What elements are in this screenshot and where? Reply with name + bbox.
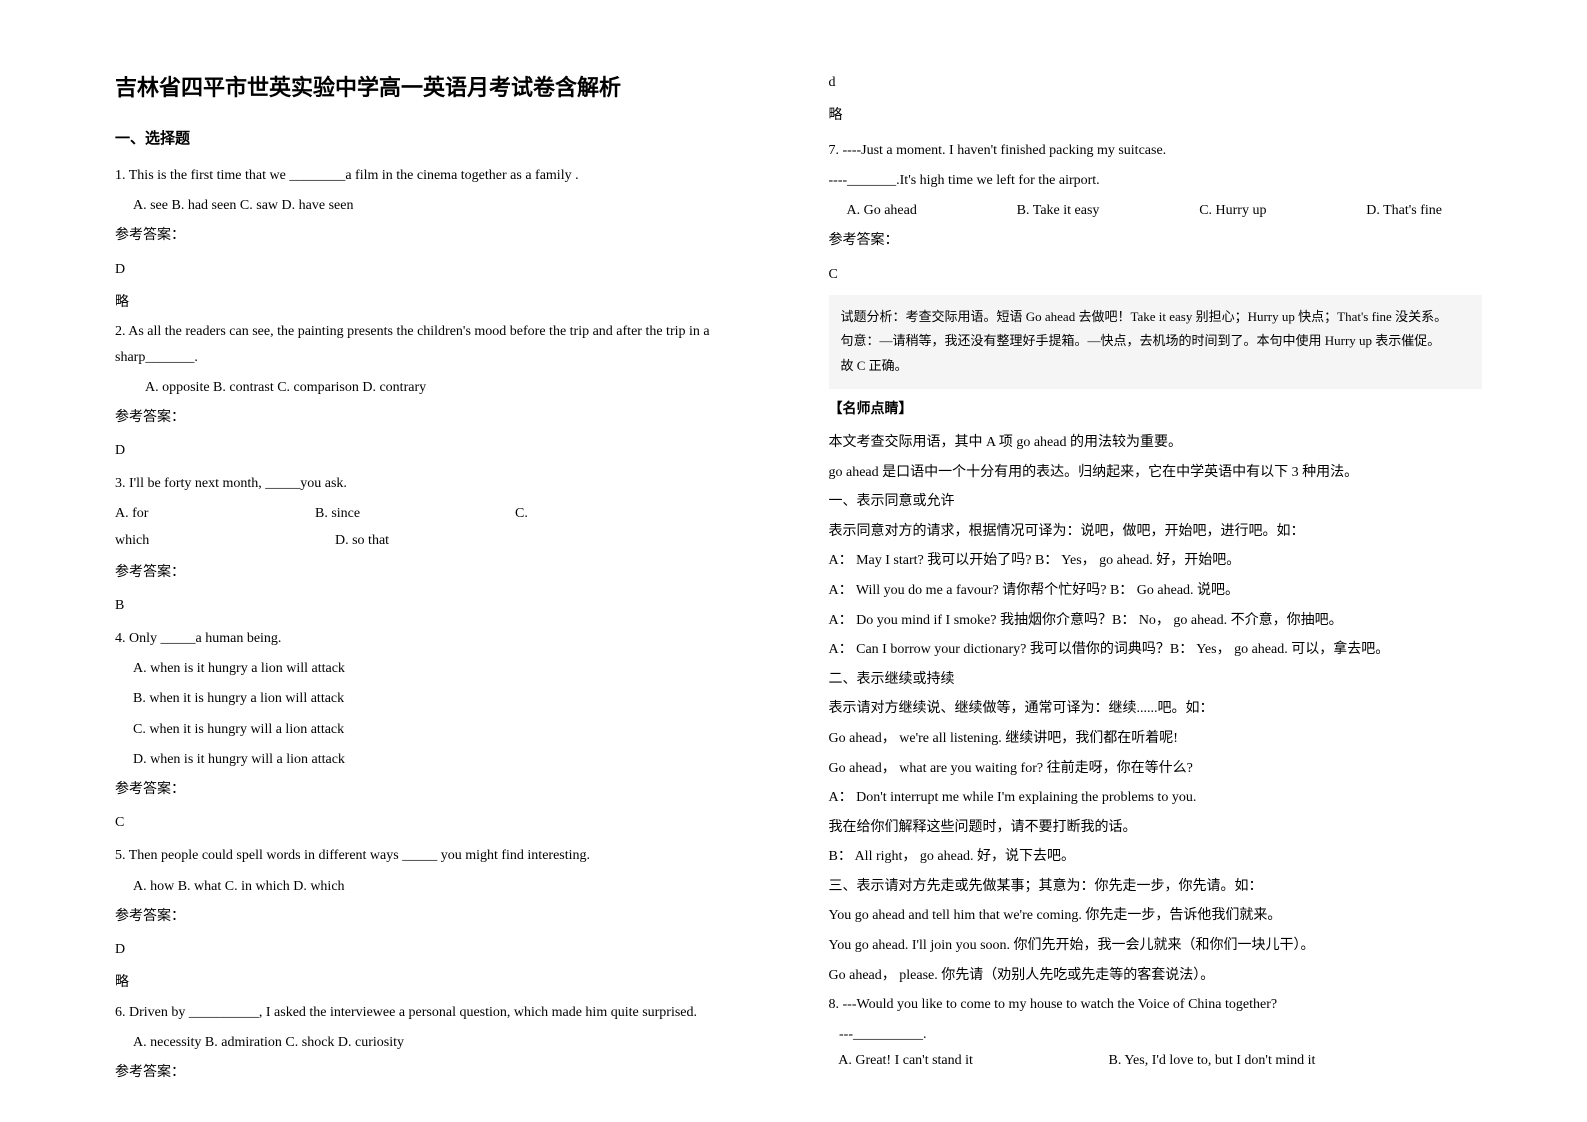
q7-opt-b: B. Take it easy (1017, 198, 1100, 223)
q2-answer-label: 参考答案： (115, 405, 769, 430)
q7-line1: 7. ----Just a moment. I haven't finished… (829, 138, 1483, 163)
q7-p15: B： All right， go ahead. 好，说下去吧。 (829, 844, 1483, 871)
q7-p6: A： Will you do me a favour? 请你帮个忙好吗? B： … (829, 578, 1483, 605)
q7-p4: 表示同意对方的请求，根据情况可译为：说吧，做吧，开始吧，进行吧。如： (829, 519, 1483, 546)
section-header: 一、选择题 (115, 127, 769, 148)
left-column: 吉林省四平市世英实验中学高一英语月考试卷含解析 一、选择题 1. This is… (100, 70, 799, 1092)
q7-opt-d: D. That's fine (1366, 198, 1442, 223)
q7-box-l3: 故 C 正确。 (841, 354, 1471, 379)
q3-options: A. for B. since C. (115, 501, 769, 528)
q7-p9: 二、表示继续或持续 (829, 667, 1483, 694)
q7-p17: You go ahead and tell him that we're com… (829, 903, 1483, 930)
q4-opt-b: B. when it is hungry a lion will attack (115, 686, 769, 711)
q7-p5: A： May I start? 我可以开始了吗? B： Yes， go ahea… (829, 548, 1483, 575)
q5-options: A. how B. what C. in which D. which (115, 874, 769, 899)
q3-opt-c: C. (515, 501, 535, 528)
q7-p1: 本文考查交际用语，其中 A 项 go ahead 的用法较为重要。 (829, 430, 1483, 457)
q6-options: A. necessity B. admiration C. shock D. c… (115, 1030, 769, 1055)
q8-opt-b: B. Yes, I'd love to, but I don't mind it (1109, 1053, 1316, 1069)
q3-answer-label: 参考答案： (115, 560, 769, 585)
q7-options: A. Go ahead B. Take it easy C. Hurry up … (829, 198, 1483, 223)
q1-options: A. see B. had seen C. saw D. have seen (115, 193, 769, 218)
q7-p10: 表示请对方继续说、继续做等，通常可译为：继续......吧。如： (829, 696, 1483, 723)
q1-text: 1. This is the first time that we ______… (115, 163, 769, 188)
q3-opt-b: B. since (315, 501, 515, 528)
q1-answer: D (115, 257, 769, 282)
q4-text: 4. Only _____a human being. (115, 626, 769, 651)
q4-opt-a: A. when is it hungry a lion will attack (115, 656, 769, 681)
q2-answer: D (115, 438, 769, 463)
q7-p16: 三、表示请对方先走或先做某事；其意为：你先走一步，你先请。如： (829, 874, 1483, 901)
q7-p2: go ahead 是口语中一个十分有用的表达。归纳起来，它在中学英语中有以下 3… (829, 460, 1483, 487)
q7-box-l1: 试题分析：考查交际用语。短语 Go ahead 去做吧！Take it easy… (841, 305, 1471, 330)
q6-answer-label: 参考答案： (115, 1060, 769, 1085)
q7-p18: You go ahead. I'll join you soon. 你们先开始，… (829, 933, 1483, 960)
q7-p3: 一、表示同意或允许 (829, 489, 1483, 516)
q2-text: 2. As all the readers can see, the paint… (115, 319, 769, 369)
q3-text: 3. I'll be forty next month, _____you as… (115, 471, 769, 496)
q5-answer-label: 参考答案： (115, 904, 769, 929)
q1-note: 略 (115, 290, 769, 317)
document-title: 吉林省四平市世英实验中学高一英语月考试卷含解析 (115, 70, 769, 102)
q4-answer: C (115, 810, 769, 835)
q7-p8: A： Can I borrow your dictionary? 我可以借你的词… (829, 637, 1483, 664)
q6-note: 略 (829, 103, 1483, 130)
q5-text: 5. Then people could spell words in diff… (115, 843, 769, 868)
q3-opt-d: D. so that (335, 528, 389, 555)
q7-p13: A： Don't interrupt me while I'm explaini… (829, 785, 1483, 812)
q8-options: A. Great! I can't stand it B. Yes, I'd l… (829, 1053, 1483, 1069)
q8-blank: ---__________. (829, 1022, 1483, 1047)
q7-explanation-box: 试题分析：考查交际用语。短语 Go ahead 去做吧！Take it easy… (829, 295, 1483, 389)
q3-answer: B (115, 593, 769, 618)
q7-exp-title: 【名师点睛】 (829, 397, 1483, 422)
q5-note: 略 (115, 970, 769, 997)
q7-p12: Go ahead， what are you waiting for? 往前走呀… (829, 756, 1483, 783)
q7-p14: 我在给你们解释这些问题时，请不要打断我的话。 (829, 815, 1483, 842)
q3-options-2: which D. so that (115, 528, 769, 555)
q5-answer: D (115, 937, 769, 962)
q8-text: 8. ---Would you like to come to my house… (829, 992, 1483, 1017)
q6-answer: d (829, 70, 1483, 95)
q4-answer-label: 参考答案： (115, 777, 769, 802)
q1-answer-label: 参考答案： (115, 223, 769, 248)
q7-answer-label: 参考答案： (829, 228, 1483, 253)
q7-p7: A： Do you mind if I smoke? 我抽烟你介意吗？B： No… (829, 608, 1483, 635)
q7-box-l2: 句意：—请稍等，我还没有整理好手提箱。—快点，去机场的时间到了。本句中使用 Hu… (841, 329, 1471, 354)
q7-opt-a: A. Go ahead (847, 198, 917, 223)
q6-text: 6. Driven by __________, I asked the int… (115, 1000, 769, 1025)
q3-opt-a: A. for (115, 501, 315, 528)
q7-line2: ----_______.It's high time we left for t… (829, 168, 1483, 193)
q4-opt-d: D. when is it hungry will a lion attack (115, 747, 769, 772)
q8-opt-a: A. Great! I can't stand it (829, 1053, 1109, 1069)
q7-opt-c: C. Hurry up (1199, 198, 1266, 223)
q3-opt-which: which (115, 528, 335, 555)
right-column: d 略 7. ----Just a moment. I haven't fini… (799, 70, 1498, 1092)
q4-opt-c: C. when it is hungry will a lion attack (115, 717, 769, 742)
q7-p19: Go ahead， please. 你先请（劝别人先吃或先走等的客套说法）。 (829, 963, 1483, 990)
q2-options: A. opposite B. contrast C. comparison D.… (115, 375, 769, 400)
q7-p11: Go ahead， we're all listening. 继续讲吧，我们都在… (829, 726, 1483, 753)
q7-answer: C (829, 262, 1483, 287)
